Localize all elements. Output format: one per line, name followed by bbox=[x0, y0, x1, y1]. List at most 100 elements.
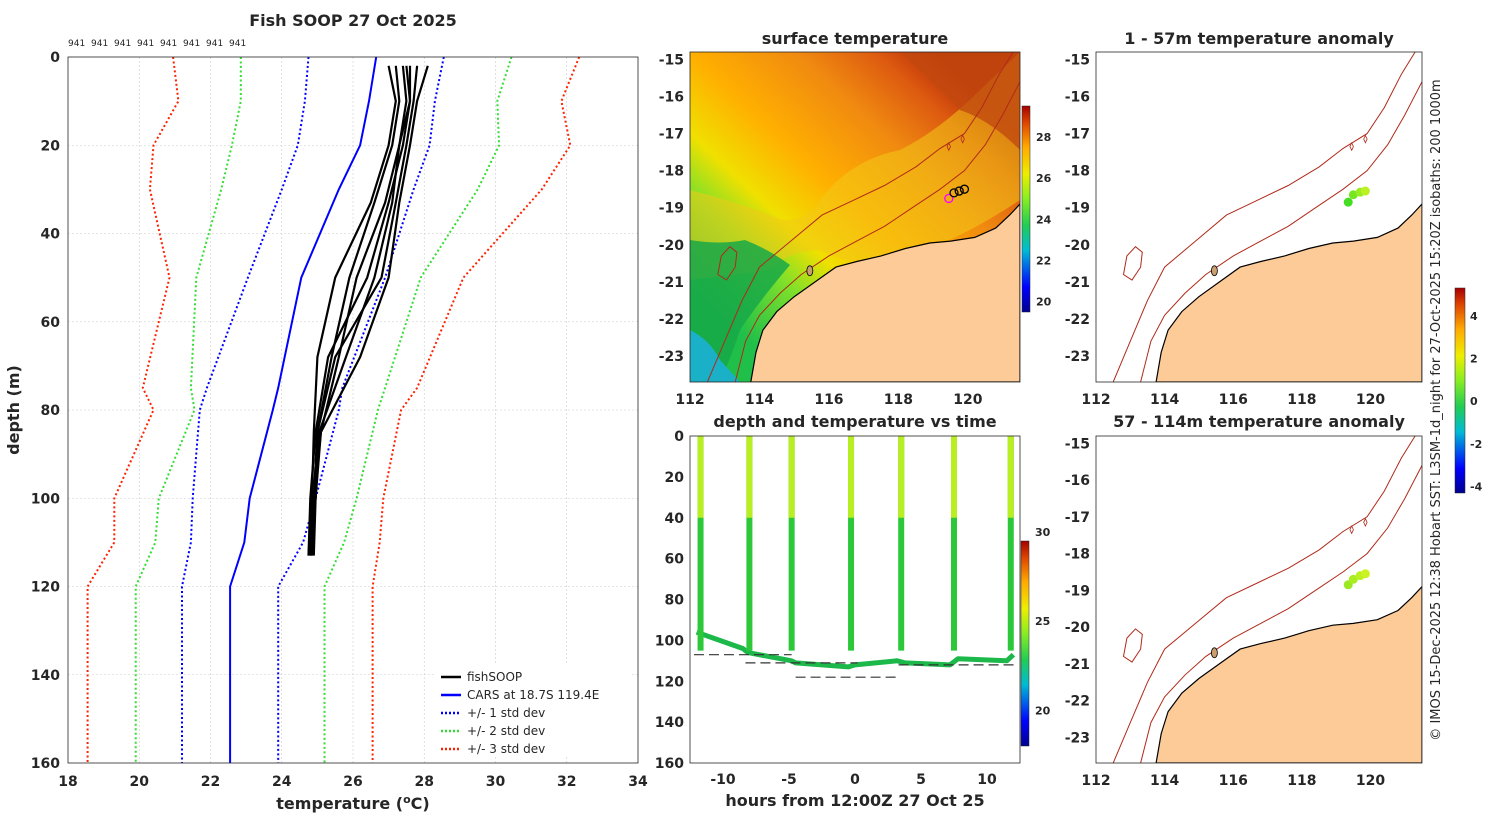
top-count-label: 941 bbox=[229, 39, 246, 49]
isobath-lines bbox=[1112, 52, 1422, 382]
y-tick-label: 160 bbox=[655, 756, 684, 772]
land-mass bbox=[1155, 585, 1422, 763]
x-tick-label: 116 bbox=[1219, 392, 1248, 408]
x-tick-label: 22 bbox=[201, 774, 220, 790]
y-tick-label: -21 bbox=[659, 275, 684, 291]
x-tick-label: 26 bbox=[343, 774, 362, 790]
copyright-note: © IMOS 15-Dec-2025 12:38 Hobart SST: L3S… bbox=[1429, 79, 1444, 740]
sst-colorbar-ticks: 20 22 24 26 28 bbox=[1036, 131, 1052, 309]
anomaly-point bbox=[1360, 186, 1370, 196]
isobath-lines bbox=[706, 52, 1020, 382]
isobath-line bbox=[706, 52, 1014, 382]
legend-label: +/- 2 std dev bbox=[467, 724, 545, 738]
top-count-label: 941 bbox=[183, 39, 200, 49]
legend-label: fishSOOP bbox=[467, 670, 522, 684]
x-tick-label: 118 bbox=[1287, 392, 1316, 408]
y-tick-label: 60 bbox=[665, 552, 685, 568]
isobath-line bbox=[1112, 436, 1416, 763]
sst-cool-patch bbox=[690, 240, 790, 382]
sst-hot-patch bbox=[900, 52, 1020, 150]
y-tick-label: -19 bbox=[659, 201, 684, 217]
y-tick-label: 0 bbox=[674, 429, 684, 445]
anomaly-deep-title: 57 - 114m temperature anomaly bbox=[1113, 412, 1405, 431]
y-tick-label: -20 bbox=[1065, 238, 1091, 254]
anomaly-deep-chart: 112 114 116 118 120 -15 -16 -17 -18 -19 -20 -21 -22 -… bbox=[1065, 435, 1423, 789]
sst-map-chart: 112 114 116 118 120 -15 -16 -17 -18 -19 -20 -21 -22 -… bbox=[659, 51, 1052, 408]
track-marker bbox=[949, 188, 959, 198]
anomaly-shallow-axes-frame bbox=[1095, 51, 1423, 383]
y-tick-label: -22 bbox=[1065, 312, 1090, 328]
y-tick-label: 120 bbox=[31, 580, 60, 596]
legend-label: +/- 3 std dev bbox=[467, 742, 545, 756]
land-mass bbox=[1155, 203, 1422, 382]
track-marker bbox=[954, 186, 964, 196]
depth-time-xlabel: hours from 12:00Z 27 Oct 25 bbox=[725, 791, 984, 810]
shoal-ring bbox=[1363, 517, 1368, 527]
colorbar-tick-label: 4 bbox=[1470, 310, 1478, 323]
depth-time-title: depth and temperature vs time bbox=[713, 412, 996, 431]
sst-colorbar bbox=[1021, 105, 1031, 313]
y-tick-label: -20 bbox=[659, 238, 685, 254]
shoal-ring bbox=[1363, 134, 1368, 144]
x-tick-label: 120 bbox=[1356, 392, 1385, 408]
x-tick-label: 114 bbox=[1150, 773, 1179, 789]
y-tick-label: -17 bbox=[659, 127, 684, 143]
depth-time-axes-frame bbox=[689, 435, 1021, 764]
y-tick-label: -17 bbox=[1065, 510, 1090, 526]
colorbar-tick-label: 22 bbox=[1036, 255, 1051, 268]
island-isobath bbox=[1122, 246, 1143, 281]
island-isobath bbox=[717, 246, 738, 281]
x-tick-label: 20 bbox=[130, 774, 150, 790]
colorbar-tick-label: -4 bbox=[1470, 481, 1483, 494]
colorbar-tick-label: -2 bbox=[1470, 438, 1482, 451]
anomaly-point bbox=[1343, 197, 1353, 207]
track-markers bbox=[944, 184, 970, 204]
colorbar-tick-label: 20 bbox=[1035, 704, 1051, 717]
y-tick-label: -23 bbox=[659, 349, 684, 365]
isobath-lines bbox=[1112, 436, 1422, 763]
anomaly-shallow-tick-labels: 112 114 116 118 120 -15 -16 -17 -18 -19 -20 -21 -22 -… bbox=[1065, 52, 1386, 408]
small-island bbox=[806, 265, 814, 277]
depth-time-colorbar-ticks: 20 25 30 bbox=[1035, 526, 1051, 717]
sst-map-title: surface temperature bbox=[762, 29, 949, 48]
std-high-line bbox=[323, 56, 513, 763]
anomaly-shallow-title: 1 - 57m temperature anomaly bbox=[1124, 29, 1394, 48]
profile-ylabel: depth (m) bbox=[4, 365, 23, 455]
top-count-label: 941 bbox=[160, 39, 177, 49]
y-tick-label: 40 bbox=[665, 511, 685, 527]
y-tick-label: -21 bbox=[1065, 657, 1090, 673]
x-tick-label: 32 bbox=[557, 774, 576, 790]
y-tick-label: -18 bbox=[1065, 547, 1090, 563]
anomaly-points bbox=[1343, 569, 1370, 590]
x-tick-label: 116 bbox=[1219, 773, 1248, 789]
y-tick-label: -18 bbox=[659, 164, 684, 180]
x-tick-label: 116 bbox=[814, 392, 843, 408]
y-tick-label: 140 bbox=[31, 668, 60, 684]
x-tick-label: 112 bbox=[1081, 773, 1110, 789]
y-tick-label: 100 bbox=[31, 491, 60, 507]
x-tick-label: 34 bbox=[628, 774, 648, 790]
x-tick-label: 18 bbox=[58, 774, 77, 790]
profile-series-lines bbox=[86, 56, 581, 763]
x-tick-label: 118 bbox=[1287, 773, 1316, 789]
y-tick-label: 0 bbox=[50, 50, 60, 66]
x-tick-label: 120 bbox=[1356, 773, 1385, 789]
profile-chart: 18 20 22 24 26 28 30 32 34020406080100120140160 … bbox=[4, 39, 648, 813]
cars-mean-line bbox=[229, 56, 378, 763]
fishsoop-profile-line bbox=[312, 65, 429, 556]
colorbar-tick-label: 2 bbox=[1470, 352, 1478, 365]
colorbar-tick-label: 24 bbox=[1036, 213, 1052, 226]
anomaly-shallow-chart: 112 114 116 118 120 -15 -16 -17 -18 -19 -20 -21 -22 -… bbox=[1065, 51, 1423, 408]
y-tick-label: 160 bbox=[31, 756, 60, 772]
top-count-label: 941 bbox=[91, 39, 108, 49]
profile-tick-labels: 18 20 22 24 26 28 30 32 34 0 20 40 60 80 100 120 140 160 bbox=[31, 50, 648, 790]
anomaly-colorbar bbox=[1454, 287, 1466, 494]
track-marker bbox=[944, 193, 954, 204]
sst-coldest-patch bbox=[690, 330, 740, 382]
colorbar-tick-label: 0 bbox=[1470, 395, 1478, 408]
x-tick-label: -5 bbox=[781, 772, 797, 788]
y-tick-label: 40 bbox=[41, 227, 61, 243]
y-tick-label: 120 bbox=[655, 674, 684, 690]
